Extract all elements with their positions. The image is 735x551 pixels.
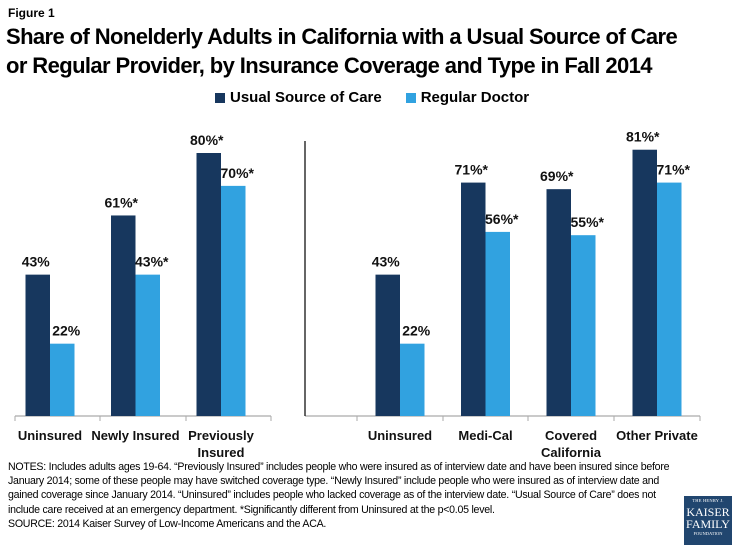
legend-swatch-usual-source bbox=[215, 92, 225, 103]
category-label: Newly Insured bbox=[91, 428, 179, 443]
logo-line-3: FAMILY bbox=[686, 516, 730, 531]
data-label: 22% bbox=[52, 323, 81, 339]
category-label: Previously bbox=[188, 428, 255, 443]
legend-label-usual-source: Usual Source of Care bbox=[230, 89, 382, 106]
notes-block: NOTES: Includes adults ages 19-64. “Prev… bbox=[8, 460, 688, 531]
bar-usual-source bbox=[111, 215, 136, 416]
bar-regular-doctor bbox=[135, 274, 160, 416]
data-label: 69%* bbox=[540, 168, 574, 184]
bar-usual-source bbox=[546, 189, 571, 416]
bar-regular-doctor bbox=[221, 185, 246, 416]
category-label: Insured bbox=[198, 445, 245, 460]
bar-usual-source bbox=[196, 153, 221, 416]
bar-usual-source bbox=[25, 274, 50, 416]
bar-chart: 43% 61%* 80%* 43% 71%* 69%* 81%* 22% 43%* 70%* 22%… bbox=[14, 129, 701, 460]
data-label: 71%* bbox=[455, 162, 489, 178]
data-label: 43% bbox=[372, 254, 401, 270]
bar-regular-doctor bbox=[571, 235, 596, 416]
bar-usual-source bbox=[632, 149, 657, 416]
legend-item-usual-source: Usual Source of Care bbox=[215, 89, 382, 106]
data-label: 43% bbox=[22, 254, 51, 270]
data-label: 80%* bbox=[190, 132, 224, 148]
legend: Usual Source of Care Regular Doctor bbox=[215, 89, 529, 106]
category-label: Other Private bbox=[616, 428, 698, 443]
category-label: Medi-Cal bbox=[458, 428, 512, 443]
category-label: Uninsured bbox=[368, 428, 432, 443]
category-label: Covered bbox=[545, 428, 597, 443]
data-label: 61%* bbox=[105, 194, 139, 210]
chart-title-line-2: or Regular Provider, by Insurance Covera… bbox=[6, 53, 652, 78]
data-label: 70%* bbox=[221, 165, 255, 181]
bar-usual-source bbox=[375, 274, 400, 416]
bar-regular-doctor bbox=[400, 343, 425, 416]
logo-line-4: FOUNDATION bbox=[693, 530, 723, 536]
figure-label: Figure 1 bbox=[8, 6, 55, 20]
category-label: California bbox=[541, 445, 602, 460]
notes-text: NOTES: Includes adults ages 19-64. “Prev… bbox=[8, 461, 670, 516]
chart-title-line-1: Share of Nonelderly Adults in California… bbox=[6, 24, 678, 49]
legend-item-regular-doctor: Regular Doctor bbox=[405, 89, 530, 106]
category-label: Uninsured bbox=[18, 428, 82, 443]
bar-usual-source bbox=[461, 182, 486, 416]
legend-swatch-regular-doctor bbox=[405, 92, 416, 103]
data-label: 22% bbox=[402, 323, 431, 339]
logo-line-1: THE HENRY J. bbox=[692, 498, 724, 503]
bar-regular-doctor bbox=[50, 343, 75, 416]
bar-regular-doctor bbox=[485, 231, 510, 416]
bar-regular-doctor bbox=[657, 182, 682, 416]
logo-line-2: KAISER bbox=[686, 504, 730, 519]
data-label: 71%* bbox=[657, 162, 691, 178]
data-label: 56%* bbox=[485, 211, 519, 227]
data-label: 81%* bbox=[626, 129, 660, 145]
data-label: 43%* bbox=[135, 254, 169, 270]
kff-logo: THE HENRY J. KAISER FAMILY FOUNDATION bbox=[684, 496, 732, 545]
chart-title: Share of Nonelderly Adults in California… bbox=[6, 22, 734, 80]
data-label: 55%* bbox=[571, 214, 605, 230]
legend-label-regular-doctor: Regular Doctor bbox=[420, 89, 530, 106]
source-text: SOURCE: 2014 Kaiser Survey of Low-Income… bbox=[8, 517, 327, 530]
